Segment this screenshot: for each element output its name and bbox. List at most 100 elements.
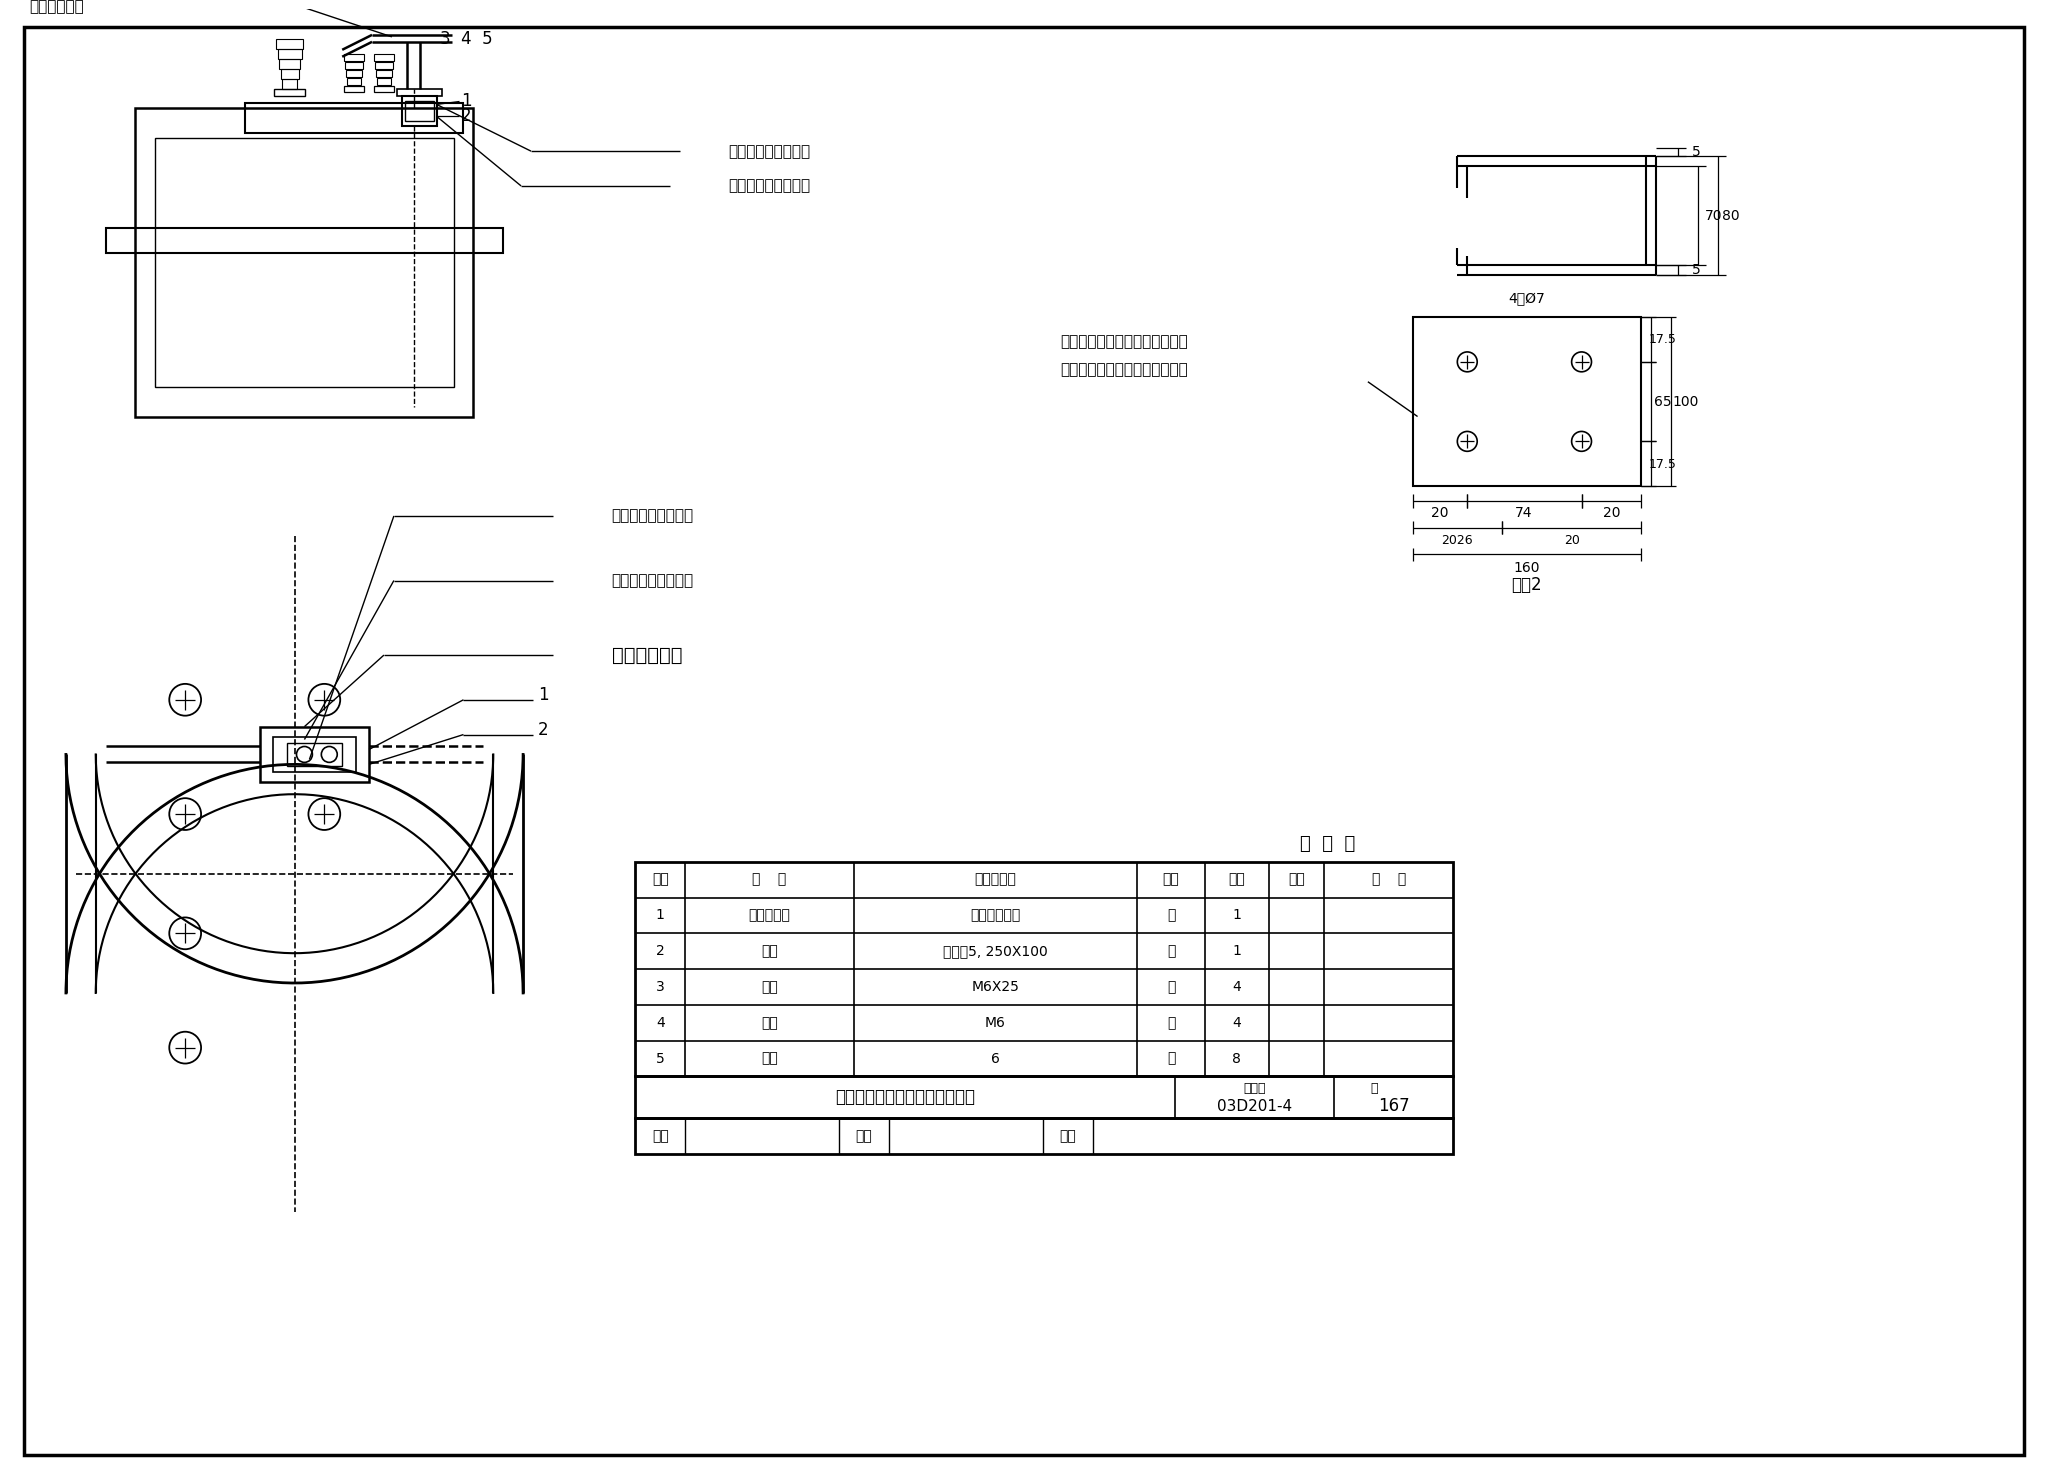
Text: 根据变压器盖上已有螺栓孔决定: 根据变压器盖上已有螺栓孔决定 [1059,362,1188,377]
Bar [377,69,391,77]
Bar [260,726,369,782]
Text: 块: 块 [1167,944,1176,959]
Text: 开孔数量、位置、尺寸在安装时: 开孔数量、位置、尺寸在安装时 [1059,334,1188,349]
Text: 6: 6 [991,1052,999,1065]
Bar [375,85,393,91]
Text: 变压器盖上已有螺栓: 变压器盖上已有螺栓 [610,573,694,588]
Text: 17.5: 17.5 [1649,458,1677,471]
Text: 个: 个 [1167,1016,1176,1030]
Bar [281,78,297,88]
Text: 编号: 编号 [651,872,668,887]
Text: 低压中性母线: 低压中性母线 [29,0,84,15]
Text: 低压中性母线向下引: 低压中性母线向下引 [610,508,694,523]
Bar [346,62,362,69]
Text: 1: 1 [1233,909,1241,922]
Text: 数量: 数量 [1229,872,1245,887]
Text: M6X25: M6X25 [971,980,1020,994]
Text: 页: 页 [1370,1081,1378,1094]
Text: 80: 80 [1722,209,1739,222]
Text: 2: 2 [655,944,666,959]
Bar [635,862,1454,1077]
Text: 审核: 审核 [651,1130,668,1143]
Text: 名    称: 名 称 [752,872,786,887]
Text: 1: 1 [1233,944,1241,959]
Bar [276,38,303,49]
Bar [279,59,301,69]
Bar [401,97,436,127]
Text: 校对: 校对 [856,1130,872,1143]
Text: 个: 个 [1167,980,1176,994]
Bar [635,1118,1454,1153]
Text: 17.5: 17.5 [1649,333,1677,346]
Bar [106,228,504,252]
Text: 5: 5 [655,1052,666,1065]
Text: 167: 167 [1378,1097,1409,1115]
Bar [279,49,303,59]
Text: 2: 2 [461,108,471,125]
Text: 20: 20 [1565,535,1579,548]
Bar [135,109,473,417]
Text: 低压中性母线: 低压中性母线 [612,645,682,664]
Text: 图集号: 图集号 [1243,1081,1266,1094]
Bar [406,102,434,121]
Text: 03D201-4: 03D201-4 [1217,1099,1292,1114]
Text: 低压中性母线向下引: 低压中性母线向下引 [729,178,811,193]
Bar [156,138,453,387]
Bar [246,103,463,133]
Text: 3: 3 [655,980,666,994]
Text: 由工程设计定: 由工程设计定 [971,909,1020,922]
Text: 个: 个 [1167,1052,1176,1065]
Text: 4孔Ø7: 4孔Ø7 [1509,292,1546,306]
Bar [377,78,391,84]
Text: 3  4  5: 3 4 5 [440,29,494,47]
Text: 变压器盖上已有螺栓: 变压器盖上已有螺栓 [729,144,811,159]
Bar [1413,317,1640,486]
Text: 8: 8 [1233,1052,1241,1065]
Text: 钢板: 钢板 [762,944,778,959]
Text: 1: 1 [655,909,666,922]
Text: 螺栓: 螺栓 [762,980,778,994]
Text: 5: 5 [1692,264,1700,277]
Text: 钢板厚5, 250X100: 钢板厚5, 250X100 [942,944,1049,959]
Text: 4: 4 [655,1016,666,1030]
Bar [375,62,393,69]
Text: M6: M6 [985,1016,1006,1030]
Text: 65: 65 [1655,395,1671,408]
Text: 明  细  表: 明 细 表 [1300,835,1356,853]
Text: 型号及规格: 型号及规格 [975,872,1016,887]
Bar [274,88,305,97]
Text: 页次: 页次 [1288,872,1305,887]
Text: 1: 1 [539,686,549,704]
Bar [344,85,365,91]
Bar [287,742,342,766]
Text: 20: 20 [1604,505,1620,520]
Text: 100: 100 [1673,395,1700,408]
Bar [397,88,442,97]
Bar [348,78,360,84]
Bar [344,53,365,60]
Text: 1: 1 [461,93,471,110]
Text: 垫圈: 垫圈 [762,1052,778,1065]
Text: 70: 70 [1706,209,1722,222]
Bar [281,69,299,78]
Bar [375,53,393,60]
Bar [346,69,362,77]
Text: 设计: 设计 [1059,1130,1075,1143]
Text: 2: 2 [539,720,549,738]
Bar [272,736,356,772]
Text: 单位: 单位 [1163,872,1180,887]
Bar [635,1077,1454,1118]
Text: 20: 20 [1432,505,1448,520]
Text: 4: 4 [1233,1016,1241,1030]
Text: 74: 74 [1516,505,1532,520]
Text: 个: 个 [1167,909,1176,922]
Text: 2026: 2026 [1442,535,1473,548]
Text: 零序电流互感器在变压器上安装: 零序电流互感器在变压器上安装 [836,1089,975,1106]
Text: 备    注: 备 注 [1372,872,1405,887]
Text: 电流互感器: 电流互感器 [750,909,791,922]
Text: 4: 4 [1233,980,1241,994]
Text: 5: 5 [1692,146,1700,159]
Text: 零件2: 零件2 [1511,576,1542,595]
Text: 160: 160 [1513,561,1540,574]
Text: 螺母: 螺母 [762,1016,778,1030]
